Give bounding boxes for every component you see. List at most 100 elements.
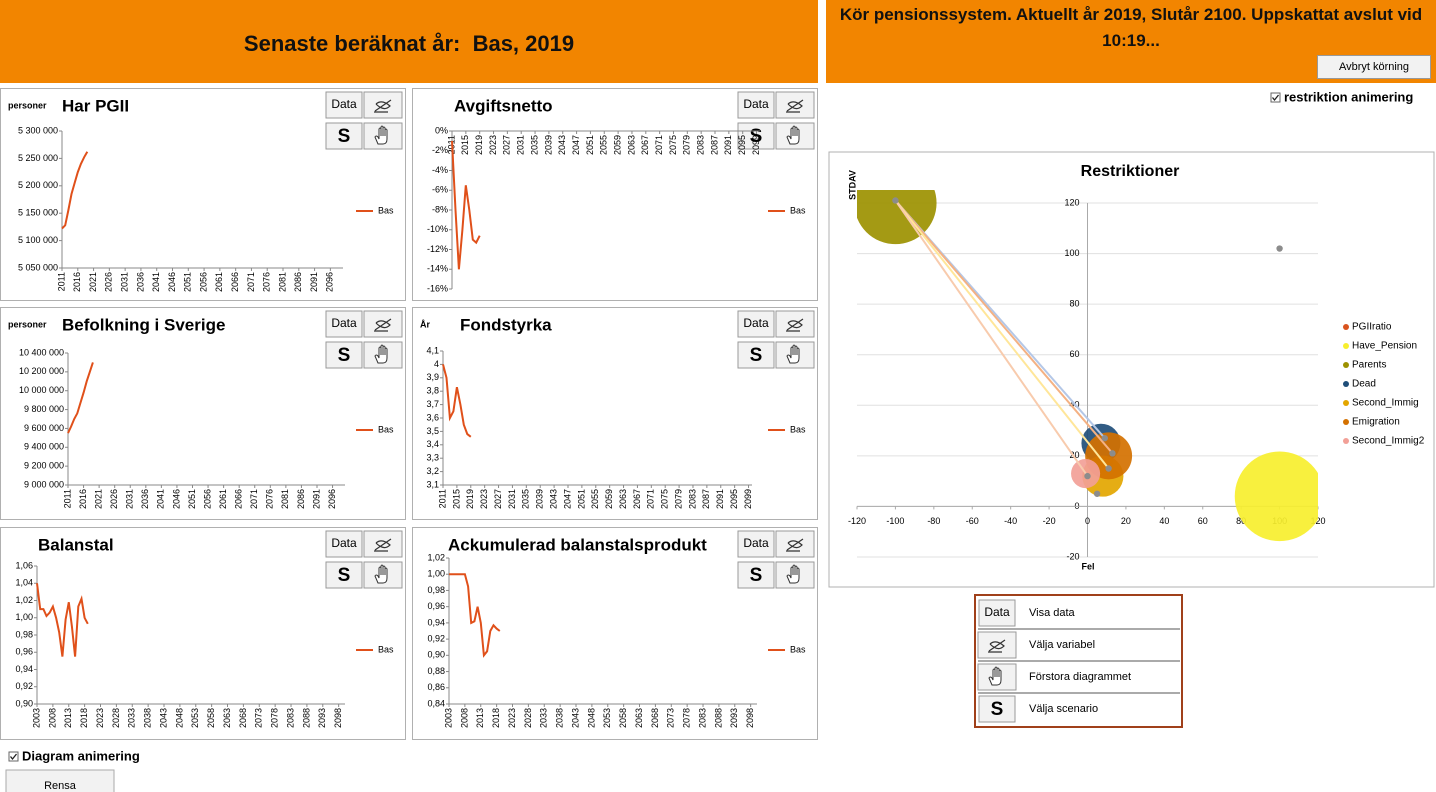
x-tick-label: 2073 <box>254 708 264 728</box>
chart-panel <box>0 88 406 301</box>
chart-panel <box>412 527 818 740</box>
checkbox-label: Diagram animering <box>22 748 140 763</box>
x-tick-label: 2061 <box>214 272 224 292</box>
data-button[interactable] <box>978 599 1016 627</box>
x-tick-label: 2098 <box>333 708 343 728</box>
scenario-button[interactable] <box>325 341 363 369</box>
legend-swatch <box>1343 381 1349 387</box>
pen-icon <box>374 318 392 332</box>
y-tick-label: 0,96 <box>427 601 445 611</box>
scenario-button[interactable] <box>737 341 775 369</box>
x-tick-label: 2099 <box>743 489 753 509</box>
legend-label: Bas <box>790 424 806 434</box>
x-tick-label: 2019 <box>465 489 475 509</box>
x-tick-label: 2028 <box>523 708 533 728</box>
x-tick-label: 2003 <box>31 708 41 728</box>
hand-icon <box>374 564 388 584</box>
y-tick-label: 3,9 <box>426 372 439 382</box>
x-tick-label: 2003 <box>443 708 453 728</box>
x-tick-label: 2091 <box>309 272 319 292</box>
x-tick-label: -40 <box>1004 516 1017 526</box>
y-tick-label: 3,3 <box>426 453 439 463</box>
unit-label: År <box>420 319 430 329</box>
y-tick-label: -10% <box>427 224 448 234</box>
legend-label: Have_Pension <box>1352 341 1417 352</box>
marker <box>1101 434 1108 442</box>
scenario-button[interactable] <box>978 695 1016 723</box>
scenario-button[interactable] <box>325 561 363 589</box>
chart-title: Avgiftsnetto <box>454 96 553 115</box>
x-tick-label: 2076 <box>262 272 272 292</box>
scenario-button[interactable] <box>737 122 775 150</box>
x-tick-label: 2063 <box>222 708 232 728</box>
data-button[interactable] <box>737 91 775 119</box>
marker <box>1093 490 1101 497</box>
marker <box>1105 465 1112 472</box>
clear-button[interactable] <box>5 769 115 792</box>
chart-title: Har PGII <box>62 96 129 115</box>
x-tick-label: 2071 <box>646 489 656 509</box>
scenario-button-label: S <box>750 565 763 586</box>
data-button-label: Data <box>743 97 769 111</box>
data-button[interactable] <box>325 91 363 119</box>
x-tick-label: 2019 <box>474 135 484 155</box>
y-axis-title: STDAV <box>847 170 857 200</box>
x-tick-label: 2018 <box>79 708 89 728</box>
checkbox[interactable] <box>1270 92 1281 103</box>
x-tick-label: 2023 <box>95 708 105 728</box>
hand-icon <box>988 666 1002 686</box>
x-tick-label: 120 <box>1310 516 1325 526</box>
scenario-button-label: S <box>338 565 351 586</box>
variable-button[interactable] <box>363 91 403 119</box>
chart-title: Balanstal <box>38 535 114 554</box>
series-line <box>67 362 94 434</box>
connector <box>894 199 1089 477</box>
y-tick-label: 0,92 <box>15 681 33 691</box>
help-label: Välja scenario <box>1029 703 1098 715</box>
x-tick-label: 2075 <box>660 489 670 509</box>
y-tick-label: 0% <box>435 125 448 135</box>
x-tick-label: 2026 <box>104 272 114 292</box>
scenario-button-label: S <box>750 345 763 366</box>
variable-button[interactable] <box>363 310 403 338</box>
x-tick-label: 2063 <box>634 708 644 728</box>
help-label: Visa data <box>1029 607 1076 619</box>
y-tick-label: 60 <box>1069 349 1079 359</box>
legend-label: Second_Immig <box>1352 398 1419 409</box>
data-button[interactable] <box>737 530 775 558</box>
y-tick-label: -6% <box>432 185 448 195</box>
cancel-button[interactable]: Avbryt körning <box>1317 55 1431 79</box>
x-tick-label: 2096 <box>327 489 337 509</box>
checkbox[interactable] <box>8 751 19 762</box>
data-button[interactable] <box>325 530 363 558</box>
legend-swatch <box>1343 343 1349 349</box>
y-tick-label: 9 600 000 <box>24 423 64 433</box>
scenario-button[interactable] <box>325 122 363 150</box>
x-tick-label: 2083 <box>696 135 706 155</box>
x-tick-label: 2048 <box>586 708 596 728</box>
marker <box>1276 245 1283 252</box>
x-tick-label: 2047 <box>562 489 572 509</box>
clear-button-label: Rensa <box>44 780 77 792</box>
x-tick-label: 40 <box>1159 516 1169 526</box>
chart-title: Befolkning i Sverige <box>62 315 225 334</box>
x-tick-label: 2028 <box>111 708 121 728</box>
chart-panel <box>412 307 818 520</box>
legend-label: PGIIratio <box>1352 322 1392 333</box>
x-tick-label: 2033 <box>127 708 137 728</box>
y-tick-label: 10 000 000 <box>19 385 64 395</box>
x-tick-label: 2011 <box>62 489 72 508</box>
y-tick-label: 80 <box>1069 299 1079 309</box>
y-tick-label: 120 <box>1064 197 1079 207</box>
x-tick-label: 2023 <box>479 489 489 509</box>
help-label: Förstora diagrammet <box>1029 671 1131 683</box>
scenario-button[interactable] <box>737 561 775 589</box>
x-tick-label: -100 <box>886 516 904 526</box>
data-button[interactable] <box>325 310 363 338</box>
y-tick-label: 10 400 000 <box>19 347 64 357</box>
x-tick-label: 2078 <box>682 708 692 728</box>
x-tick-label: 2067 <box>640 135 650 155</box>
x-tick-label: 2021 <box>88 272 98 292</box>
data-button[interactable] <box>737 310 775 338</box>
x-tick-label: 2013 <box>475 708 485 728</box>
